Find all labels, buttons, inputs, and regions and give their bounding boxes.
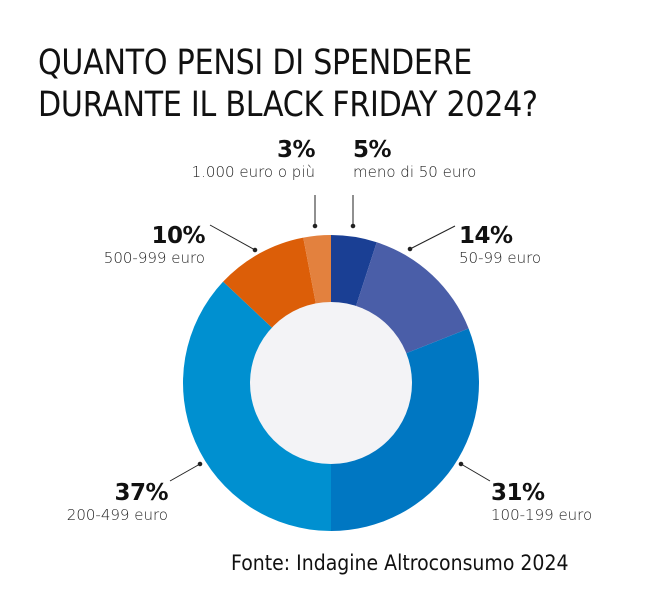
label-under-50: 5% meno di 50 euro [353,138,476,182]
label-500-999-cat: 500-999 euro [103,249,205,267]
chart-title-line-1: QUANTO PENSI DI SPENDERE [38,43,473,83]
label-50-99-pct: 14% [459,223,513,249]
label-200-499: 37% 200-499 euro [66,480,169,525]
label-1000-plus-pct: 3% [276,137,316,163]
label-500-999: 10% 500-999 euro [103,223,206,268]
donut-hole [250,302,412,464]
chart-title-line-2: DURANTE IL BLACK FRIDAY 2024? [38,85,538,125]
source-note: Fonte: Indagine Altroconsumo 2024 [231,551,569,575]
label-100-199: 31% 100-199 euro [491,481,592,525]
label-under-50-cat: meno di 50 euro [353,163,477,181]
label-100-199-pct: 31% [491,480,545,506]
label-50-99-cat: 50-99 euro [459,249,542,267]
chart-title: QUANTO PENSI DI SPENDERE DURANTE IL BLAC… [38,42,538,126]
label-200-499-pct: 37% [114,480,168,506]
label-200-499-cat: 200-499 euro [66,506,168,524]
leader-lines [169,195,491,482]
label-1000-plus: 3% 1.000 euro o più [191,137,316,182]
label-500-999-pct: 10% [151,223,205,249]
label-under-50-pct: 5% [353,137,392,163]
label-1000-plus-cat: 1.000 euro o più [191,163,315,181]
label-50-99: 14% 50-99 euro [459,224,541,268]
label-100-199-cat: 100-199 euro [491,506,593,524]
